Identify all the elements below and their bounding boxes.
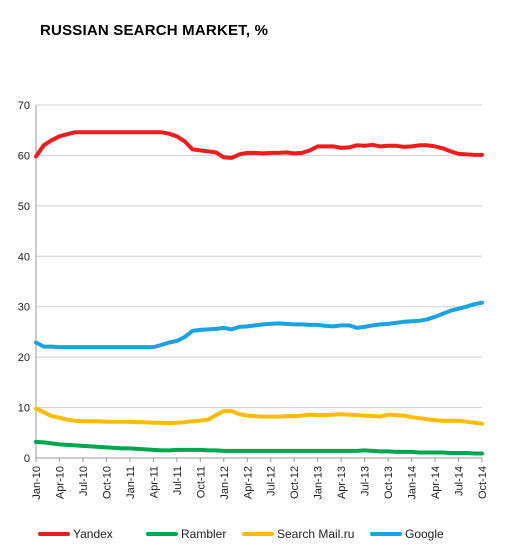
y-tick-label: 10: [18, 403, 30, 415]
y-tick-label: 60: [18, 150, 30, 162]
x-tick-label: Apr-14: [430, 466, 442, 499]
legend-label: Yandex: [73, 527, 113, 541]
x-tick-labels: Jan-10 Apr-10 Jul-10 Oct-10 Jan-11 Apr-11 Jul-…: [31, 466, 489, 500]
series-line-google: [34, 300, 484, 350]
series-lines: [34, 130, 484, 456]
legend-label: Google: [405, 527, 444, 541]
y-tick-label: 40: [18, 251, 30, 263]
series-line-rambler: [34, 439, 484, 456]
x-tick-label: Oct-12: [289, 466, 301, 499]
x-tick-label: Oct-10: [101, 466, 113, 499]
x-tick-label: Jan-11: [125, 466, 137, 499]
x-tick-label: Jan-10: [31, 466, 43, 500]
legend-label: Rambler: [181, 527, 226, 541]
x-tick-label: Apr-13: [336, 466, 348, 499]
y-tick-label: 30: [18, 302, 30, 314]
series-line-search-mail-ru: [34, 406, 484, 426]
x-tick-label: Oct-13: [383, 466, 395, 499]
x-tick-label: Jan-12: [219, 466, 231, 500]
x-tick-label: Jul-11: [172, 466, 184, 495]
chart-title: RUSSIAN SEARCH MARKET, %: [40, 22, 269, 39]
x-tick-label: Apr-12: [242, 466, 254, 499]
legend-label: Search Mail.ru: [277, 527, 354, 541]
x-tick-label: Apr-11: [148, 466, 160, 498]
x-tick-label: Oct-14: [477, 466, 489, 499]
y-tick-label: 0: [24, 453, 30, 465]
y-tick-label: 20: [18, 352, 30, 364]
axes: [35, 105, 483, 462]
x-tick-label: Jul-14: [454, 466, 466, 496]
grid-lines: [36, 104, 482, 459]
y-tick-label: 70: [18, 100, 30, 112]
x-tick-label: Jan-14: [407, 466, 419, 500]
x-tick-label: Oct-11: [195, 466, 207, 498]
y-tick-label: 50: [18, 201, 30, 213]
x-tick-label: Jul-13: [360, 466, 372, 496]
series-line-yandex: [34, 130, 484, 160]
legend: Yandex Rambler Search Mail.ru Google: [38, 527, 444, 541]
x-tick-label: Jul-12: [266, 466, 278, 496]
x-tick-label: Jan-13: [313, 466, 325, 500]
x-tick-label: Apr-10: [54, 466, 66, 499]
y-tick-labels: 0 10 20 30 40 50 60 70: [18, 100, 30, 465]
x-tick-label: Jul-10: [78, 466, 90, 496]
